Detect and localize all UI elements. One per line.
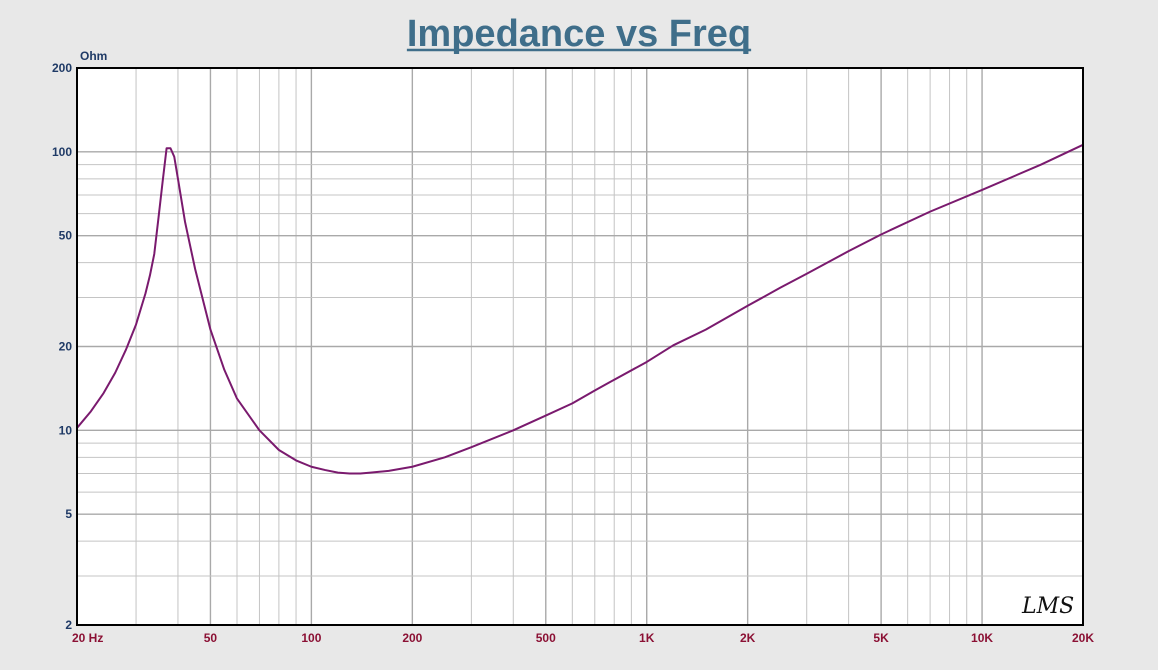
y-tick-label: 5 — [65, 507, 72, 521]
x-tick-label: 20 Hz — [72, 631, 103, 645]
y-axis-unit-label: Ohm — [80, 49, 107, 63]
y-tick-label: 2 — [65, 618, 72, 632]
y-ticks: 200 100 50 20 10 5 2 — [52, 61, 72, 632]
series-group — [76, 143, 1084, 475]
impedance-series-line — [76, 143, 1084, 475]
x-tick-label: 200 — [402, 631, 422, 645]
x-tick-label: 10K — [971, 631, 993, 645]
x-tick-label: 1K — [639, 631, 655, 645]
y-tick-label: 20 — [59, 340, 73, 354]
chart-title: Impedance vs Freq — [407, 13, 751, 55]
x-tick-label: 50 — [204, 631, 218, 645]
y-tick-label: 100 — [52, 145, 72, 159]
watermark-logo: LMS — [1021, 594, 1074, 619]
grid — [77, 68, 1083, 625]
x-tick-label: 2K — [740, 631, 756, 645]
y-tick-label: 10 — [59, 423, 73, 437]
x-tick-label: 20K — [1072, 631, 1094, 645]
y-tick-label: 50 — [59, 229, 73, 243]
plot-border — [76, 67, 1084, 626]
x-tick-label: 100 — [301, 631, 321, 645]
x-ticks: 20 Hz 50 100 200 500 1K 2K 5K 10K 20K — [72, 631, 1094, 645]
y-tick-label: 200 — [52, 61, 72, 75]
x-tick-label: 5K — [873, 631, 889, 645]
x-tick-label: 500 — [536, 631, 556, 645]
